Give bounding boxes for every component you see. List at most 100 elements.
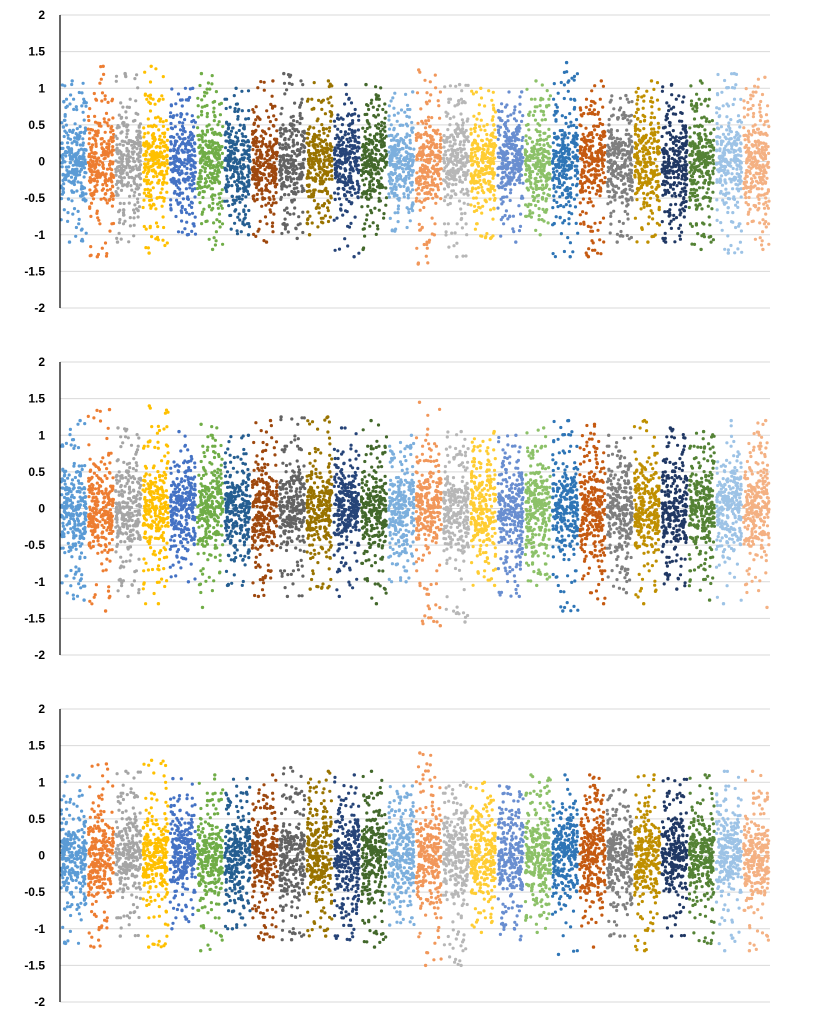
point bbox=[76, 209, 80, 213]
point bbox=[63, 118, 67, 122]
point bbox=[389, 157, 393, 161]
point bbox=[278, 142, 282, 146]
point bbox=[457, 199, 462, 203]
point bbox=[145, 182, 149, 186]
point bbox=[159, 117, 163, 121]
point bbox=[142, 126, 146, 130]
point bbox=[348, 136, 352, 140]
point bbox=[260, 189, 264, 193]
point bbox=[132, 216, 136, 220]
point bbox=[425, 165, 429, 169]
point bbox=[148, 144, 153, 148]
point bbox=[552, 131, 557, 135]
point bbox=[379, 86, 383, 90]
point bbox=[244, 195, 248, 199]
point bbox=[496, 166, 500, 171]
point bbox=[423, 78, 427, 82]
point bbox=[480, 189, 484, 193]
point bbox=[312, 153, 316, 157]
point bbox=[141, 205, 145, 210]
point bbox=[360, 145, 365, 149]
point bbox=[308, 140, 312, 144]
point bbox=[135, 183, 139, 187]
point bbox=[270, 224, 274, 228]
point bbox=[106, 124, 110, 128]
point bbox=[187, 149, 192, 153]
point bbox=[425, 91, 429, 95]
point bbox=[418, 228, 422, 232]
point bbox=[255, 149, 259, 153]
point bbox=[325, 192, 329, 196]
point bbox=[265, 152, 269, 157]
point bbox=[158, 146, 162, 150]
point bbox=[91, 159, 95, 163]
point bbox=[402, 138, 406, 143]
point bbox=[419, 107, 423, 111]
point bbox=[513, 182, 517, 186]
point bbox=[127, 201, 131, 205]
point bbox=[301, 230, 305, 235]
point bbox=[154, 145, 158, 149]
point bbox=[189, 157, 193, 162]
point bbox=[156, 181, 160, 185]
point bbox=[109, 135, 113, 139]
point bbox=[439, 136, 443, 140]
point bbox=[480, 150, 485, 155]
point bbox=[427, 183, 432, 187]
point bbox=[521, 156, 525, 160]
point bbox=[285, 88, 289, 92]
min-point bbox=[295, 236, 299, 241]
point bbox=[174, 214, 178, 219]
point bbox=[75, 127, 79, 131]
point bbox=[79, 130, 83, 134]
point bbox=[377, 97, 381, 101]
point bbox=[121, 105, 125, 109]
point bbox=[176, 92, 181, 96]
point bbox=[75, 161, 79, 165]
point bbox=[284, 147, 288, 151]
point bbox=[288, 75, 292, 79]
point bbox=[430, 116, 434, 120]
point bbox=[207, 184, 211, 188]
point bbox=[452, 115, 456, 119]
point bbox=[490, 118, 494, 122]
point bbox=[387, 150, 391, 154]
point bbox=[145, 97, 149, 101]
point bbox=[135, 73, 139, 77]
point bbox=[493, 196, 497, 201]
point bbox=[134, 174, 138, 178]
point bbox=[154, 207, 158, 211]
point bbox=[251, 148, 255, 152]
point bbox=[486, 160, 490, 164]
point bbox=[230, 194, 234, 198]
point bbox=[166, 166, 170, 170]
point bbox=[120, 115, 124, 119]
point bbox=[124, 116, 128, 120]
point bbox=[237, 177, 241, 181]
point bbox=[224, 183, 228, 187]
point bbox=[348, 190, 352, 194]
point bbox=[568, 186, 573, 191]
point bbox=[234, 159, 238, 163]
point bbox=[379, 157, 383, 161]
point bbox=[377, 181, 381, 185]
point bbox=[205, 91, 209, 95]
point bbox=[541, 169, 546, 173]
point bbox=[247, 222, 251, 226]
point bbox=[341, 136, 345, 140]
point bbox=[282, 180, 286, 185]
point bbox=[227, 204, 231, 208]
point bbox=[129, 139, 133, 143]
point bbox=[520, 144, 524, 149]
point bbox=[450, 147, 454, 151]
point bbox=[287, 193, 291, 197]
point bbox=[311, 135, 315, 139]
point bbox=[511, 158, 515, 162]
group-2 bbox=[86, 64, 116, 259]
point bbox=[509, 188, 513, 192]
point bbox=[161, 155, 166, 159]
point bbox=[201, 195, 205, 200]
point bbox=[496, 137, 500, 141]
point bbox=[131, 156, 135, 160]
point bbox=[101, 183, 105, 187]
